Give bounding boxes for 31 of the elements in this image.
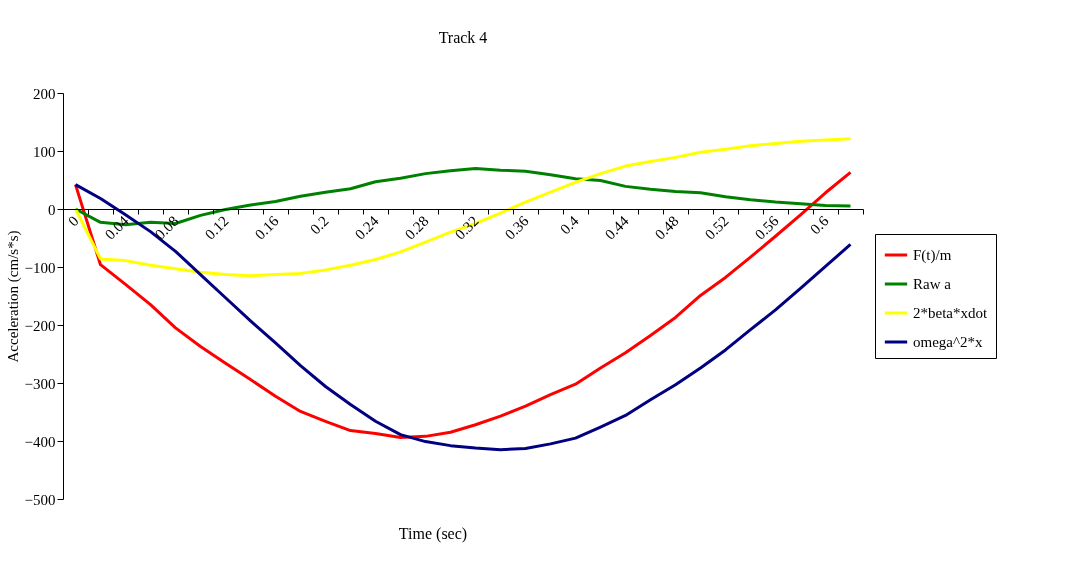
chart-title: Track 4 [438, 29, 488, 46]
x-tick-label: 0.04 [101, 212, 133, 243]
legend-label: omega^2*x [913, 334, 984, 350]
x-tick-label: 0.32 [451, 212, 482, 243]
y-tick-label: −200 [24, 317, 56, 334]
x-tick-label: 0.52 [701, 212, 732, 243]
x-tick-label: 0.48 [651, 212, 682, 243]
legend-label: 2*beta*xdot [913, 305, 988, 321]
x-axis-title: Time (sec) [398, 525, 468, 543]
y-tick-label: 100 [33, 143, 56, 160]
legend-label: F(t)/m [913, 247, 952, 264]
x-tick-label: 0.56 [751, 212, 783, 243]
x-tick-label: 0.4 [557, 212, 583, 238]
x-tick-label: 0.24 [351, 212, 383, 243]
x-tick-label: 0.36 [501, 212, 533, 243]
y-tick-label: −500 [24, 491, 56, 508]
x-tick-label: 0.16 [251, 212, 283, 243]
x-tick-label: 0.08 [151, 212, 182, 243]
y-tick-label: 0 [48, 201, 56, 218]
x-tick-label: 0.28 [401, 212, 432, 243]
x-tick-label: 0.6 [807, 212, 833, 238]
legend-label: Raw a [913, 276, 952, 292]
y-tick-label: −100 [24, 259, 56, 276]
x-tick-label: 0.44 [601, 212, 633, 243]
y-axis-title: Acceleration (cm/s*s) [4, 230, 22, 363]
x-tick-label: 0 [65, 212, 82, 230]
x-tick-label: 0.2 [307, 212, 332, 238]
y-tick-label: 200 [33, 85, 56, 102]
x-tick-label: 0.12 [201, 212, 232, 243]
y-tick-label: −400 [24, 433, 56, 450]
y-tick-label: −300 [24, 375, 56, 392]
